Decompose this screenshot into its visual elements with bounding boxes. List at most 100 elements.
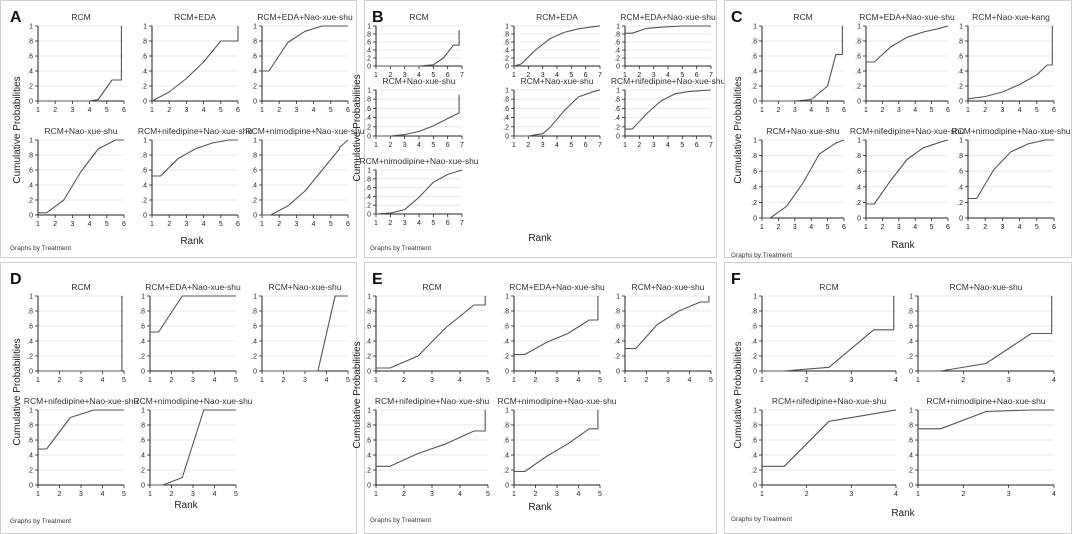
panel-d: D Cumulative Probabilities Rank Graphs by T… [0,262,357,534]
panel-f: F Cumulative Probabilities Rank Graphs by T… [724,262,1072,534]
y-tick-label: 1 [367,408,371,415]
y-tick-label: .8 [365,423,371,430]
y-tick-label: .2 [27,84,33,91]
x-tick-label: 5 [598,377,602,384]
y-tick-label: .4 [365,339,371,346]
y-tick-label: .8 [141,153,147,160]
x-tick-label: 3 [849,377,853,384]
y-tick-label: .8 [855,153,861,160]
x-tick-label: 4 [213,377,217,384]
subplot: RCM+nimodipine+Nao-xue-shu 0 .2 .4 .6 .8 1 1 2 3 4… [951,126,1070,231]
x-tick-label: 3 [79,491,83,498]
y-tick-label: .6 [139,324,145,331]
y-tick-label: 0 [857,99,861,106]
x-tick-label: 2 [880,107,884,114]
x-tick-label: 2 [534,491,538,498]
subplot-title: RCM+nimodipine+Nao-xue-shu [359,156,478,166]
subplot: RCM+nifedipine+Nao-xue-shu 0 .2 .4 .6 .8 1 1 2 3 4… [24,396,139,498]
y-tick-label: 0 [959,216,963,223]
subplot-title: RCM+nifedipine+Nao-xue-shu [611,76,726,86]
x-tick-label: 3 [403,142,407,149]
x-tick-label: 1 [512,72,516,79]
x-tick-label: 5 [329,107,333,114]
footnote: Graphs by Treatment [10,245,71,252]
y-tick-label: 1 [616,24,620,31]
y-tick-label: 1 [857,138,861,145]
y-tick-label: 0 [367,64,371,71]
panel-frame [0,0,357,258]
x-tick-label: 5 [1035,107,1039,114]
x-tick-label: 3 [294,107,298,114]
series-line [513,25,601,67]
y-tick-label: .6 [365,324,371,331]
x-tick-label: 6 [695,72,699,79]
x-tick-label: 6 [346,221,350,228]
x-tick-label: 4 [458,377,462,384]
y-tick-label: .8 [503,32,509,39]
x-tick-label: 5 [122,491,126,498]
y-tick-label: 1 [29,408,33,415]
series-line [625,296,710,350]
x-tick-label: 1 [623,142,627,149]
y-tick-label: .8 [614,97,620,104]
y-tick-label: 1 [143,24,147,31]
x-tick-label: 5 [329,221,333,228]
y-tick-label: .4 [365,48,371,55]
x-tick-label: 3 [555,377,559,384]
subplot: RCM+nifedipine+Nao-xue-shu 0 .2 .4 .6 .8 1 1 2 3 4… [138,126,253,228]
x-tick-label: 3 [1000,224,1004,231]
y-tick-label: 1 [505,24,509,31]
x-tick-label: 2 [526,72,530,79]
x-tick-label: 5 [1035,224,1039,231]
x-tick-label: 1 [760,107,764,114]
x-tick-label: 2 [776,224,780,231]
y-tick-label: 1 [909,294,913,301]
x-tick-label: 1 [374,220,378,227]
series-line [262,25,348,72]
y-tick-label: .8 [503,309,509,316]
x-tick-label: 1 [36,221,40,228]
x-tick-label: 2 [58,491,62,498]
x-tick-label: 2 [402,377,406,384]
x-tick-label: 6 [122,107,126,114]
x-tick-label: 5 [826,107,830,114]
x-tick-label: 5 [486,377,490,384]
x-tick-label: 2 [526,142,530,149]
y-tick-label: .4 [614,115,620,122]
subplot: RCM+EDA+Nao-xue-shu 0 .2 .4 .6 .8 1 1 2 3 4 5 [139,282,241,384]
y-tick-label: .4 [503,48,509,55]
x-tick-label: 2 [880,224,884,231]
y-tick-label: 0 [505,369,509,376]
x-tick-label: 4 [325,377,329,384]
y-tick-label: .4 [907,339,913,346]
y-tick-label: .4 [251,183,257,190]
x-tick-label: 5 [486,491,490,498]
series-line [38,139,124,214]
series-line [262,295,348,372]
x-tick-label: 3 [403,220,407,227]
panel-letter: A [10,9,22,26]
x-tick-label: 7 [598,142,602,149]
x-tick-label: 1 [374,142,378,149]
x-tick-label: 2 [637,72,641,79]
x-tick-label: 4 [688,377,692,384]
x-tick-label: 3 [70,221,74,228]
y-tick-label: .2 [614,354,620,361]
x-tick-label: 3 [666,377,670,384]
series-line [376,94,460,137]
x-tick-label: 2 [805,377,809,384]
y-tick-label: .8 [139,309,145,316]
x-tick-label: 1 [150,221,154,228]
series-line [918,296,1053,372]
series-line [866,139,949,205]
x-tick-label: 4 [312,107,316,114]
y-tick-label: .8 [751,39,757,46]
x-tick-label: 1 [864,107,868,114]
y-tick-label: 0 [616,369,620,376]
x-tick-label: 4 [101,491,105,498]
series-line [375,169,463,215]
panel-frame [364,0,717,258]
x-tick-label: 2 [776,107,780,114]
